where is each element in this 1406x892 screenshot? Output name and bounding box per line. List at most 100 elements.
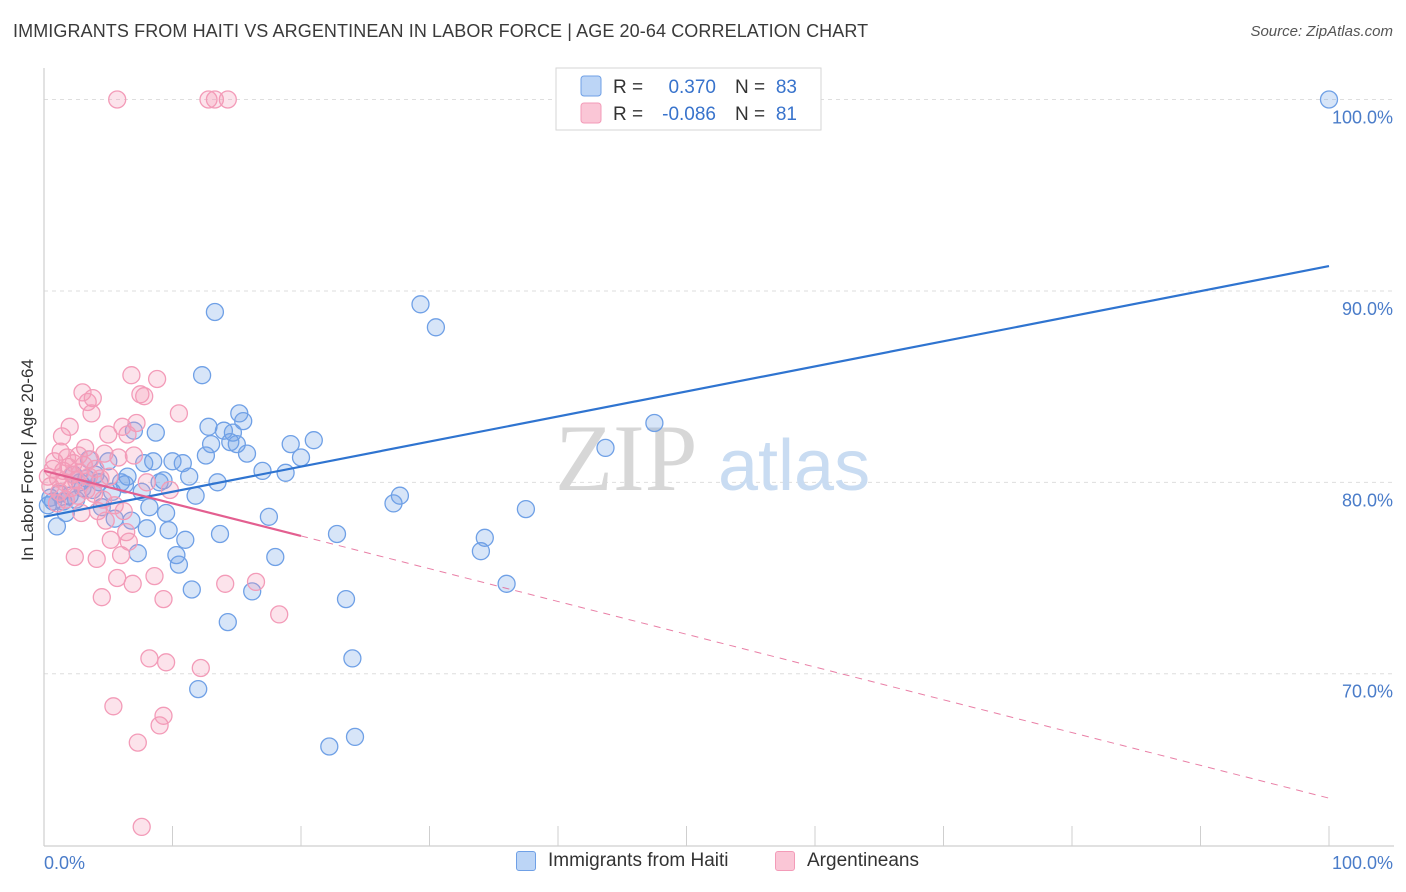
- point-argentineans-47: [108, 568, 127, 588]
- point-haiti-24: [122, 511, 141, 530]
- legend-r-label-haiti: R =: [613, 77, 643, 98]
- point-haiti-63: [259, 507, 279, 526]
- point-haiti-78: [471, 542, 491, 561]
- point-haiti-42: [180, 467, 199, 486]
- point-haiti-70: [327, 524, 347, 544]
- watermark: ZIP atlas: [555, 405, 870, 511]
- legend-item-haiti: Immigrants from Haiti: [516, 850, 729, 872]
- point-haiti-60: [237, 444, 257, 463]
- trend-lines: [43, 264, 1330, 799]
- point-haiti-3: [47, 517, 67, 536]
- point-haiti-44: [186, 486, 205, 505]
- point-haiti-73: [345, 727, 365, 747]
- point-argentineans-34: [86, 459, 105, 479]
- point-haiti-81: [497, 574, 516, 593]
- legend-swatch-argentineans: [580, 102, 602, 124]
- point-haiti-77: [426, 318, 446, 337]
- point-argentineans-45: [104, 697, 123, 716]
- point-argentineans-23: [72, 503, 91, 523]
- point-argentineans-68: [154, 589, 173, 609]
- point-argentineans-70: [154, 706, 173, 725]
- point-haiti-31: [144, 452, 163, 471]
- watermark-zip: ZIP: [555, 405, 698, 511]
- point-haiti-56: [223, 423, 243, 442]
- point-argentineans-41: [96, 511, 115, 530]
- point-haiti-39: [169, 555, 189, 574]
- point-argentineans-66: [147, 369, 167, 389]
- point-argentineans-62: [135, 387, 154, 406]
- trend-line-argentineans: [43, 469, 302, 537]
- trend-line-haiti: [43, 264, 1330, 518]
- point-haiti-75: [390, 486, 410, 505]
- point-argentineans-78: [216, 574, 235, 593]
- point-argentineans-80: [270, 605, 289, 624]
- point-haiti-41: [176, 530, 195, 549]
- y-tick-label-1: 90.0%: [1342, 299, 1393, 319]
- point-argentineans-48: [109, 448, 128, 467]
- point-haiti-83: [596, 438, 615, 458]
- point-argentineans-51: [114, 501, 133, 521]
- point-haiti-69: [320, 737, 339, 756]
- y-tick-label-2: 80.0%: [1342, 490, 1393, 510]
- point-argentineans-75: [205, 90, 225, 109]
- y-tick-labels: 100.0% 90.0% 80.0% 70.0%: [1332, 108, 1393, 702]
- point-haiti-47: [196, 446, 216, 465]
- series-legend: Immigrants from Haiti Argentineans: [0, 850, 1406, 880]
- point-argentineans-63: [137, 473, 156, 492]
- point-argentineans-14: [60, 417, 79, 436]
- point-argentineans-1: [41, 477, 60, 496]
- watermark-atlas: atlas: [718, 426, 870, 506]
- legend-label-argentineans: Argentineans: [807, 850, 919, 871]
- point-haiti-52: [210, 524, 230, 544]
- point-argentineans-18: [65, 547, 84, 567]
- point-argentineans-4: [47, 494, 67, 513]
- point-haiti-43: [182, 580, 201, 599]
- point-haiti-66: [281, 434, 300, 454]
- legend-item-argentineans: Argentineans: [775, 850, 919, 872]
- point-argentineans-40: [95, 444, 114, 463]
- x-tick-label-min: 0.0%: [44, 853, 85, 873]
- point-argentineans-73: [191, 658, 210, 678]
- axes: [43, 68, 1394, 847]
- trend-line-argentineans-extension: [300, 535, 1330, 799]
- point-haiti-46: [192, 366, 212, 385]
- point-haiti-82: [645, 413, 664, 433]
- point-haiti-54: [218, 612, 237, 632]
- point-haiti-72: [343, 649, 362, 668]
- point-haiti-48: [199, 417, 218, 436]
- point-haiti-30: [140, 498, 159, 517]
- chart-source: Source: ZipAtlas.com: [1250, 23, 1393, 40]
- point-haiti-80: [516, 499, 536, 519]
- point-haiti-53: [214, 421, 234, 440]
- point-argentineans-11: [56, 490, 75, 509]
- point-argentineans-58: [127, 413, 146, 433]
- correlation-legend: R = 0.370 N = 83 R = -0.086 N = 81: [555, 67, 822, 131]
- point-argentineans-61: [132, 817, 151, 837]
- point-argentineans-67: [150, 716, 169, 735]
- point-argentineans-65: [145, 566, 164, 586]
- point-haiti-35: [156, 503, 176, 523]
- point-argentineans-37: [91, 469, 110, 488]
- point-argentineans-72: [169, 404, 189, 423]
- point-argentineans-57: [124, 446, 144, 465]
- point-argentineans-79: [246, 572, 266, 592]
- point-haiti-29: [137, 519, 156, 538]
- point-argentineans-38: [92, 588, 111, 607]
- legend-n-label-argentineans: N =: [735, 104, 765, 125]
- legend-n-label-haiti: N =: [735, 77, 765, 98]
- point-argentineans-55: [122, 366, 141, 385]
- point-argentineans-33: [84, 484, 104, 503]
- point-haiti-64: [266, 547, 285, 567]
- point-argentineans-64: [140, 649, 159, 668]
- point-argentineans-44: [101, 530, 120, 549]
- point-argentineans-32: [83, 388, 102, 408]
- y-tick-label-0: 100.0%: [1332, 108, 1393, 128]
- legend-swatch-haiti: [580, 75, 602, 97]
- x-tick-marks: [172, 826, 1330, 846]
- legend-n-value-argentineans: 81: [776, 104, 797, 125]
- point-argentineans-76: [218, 90, 237, 109]
- point-argentineans-69: [156, 653, 176, 672]
- point-argentineans-54: [119, 532, 138, 551]
- chart-title: IMMIGRANTS FROM HAITI VS ARGENTINEAN IN …: [13, 21, 869, 41]
